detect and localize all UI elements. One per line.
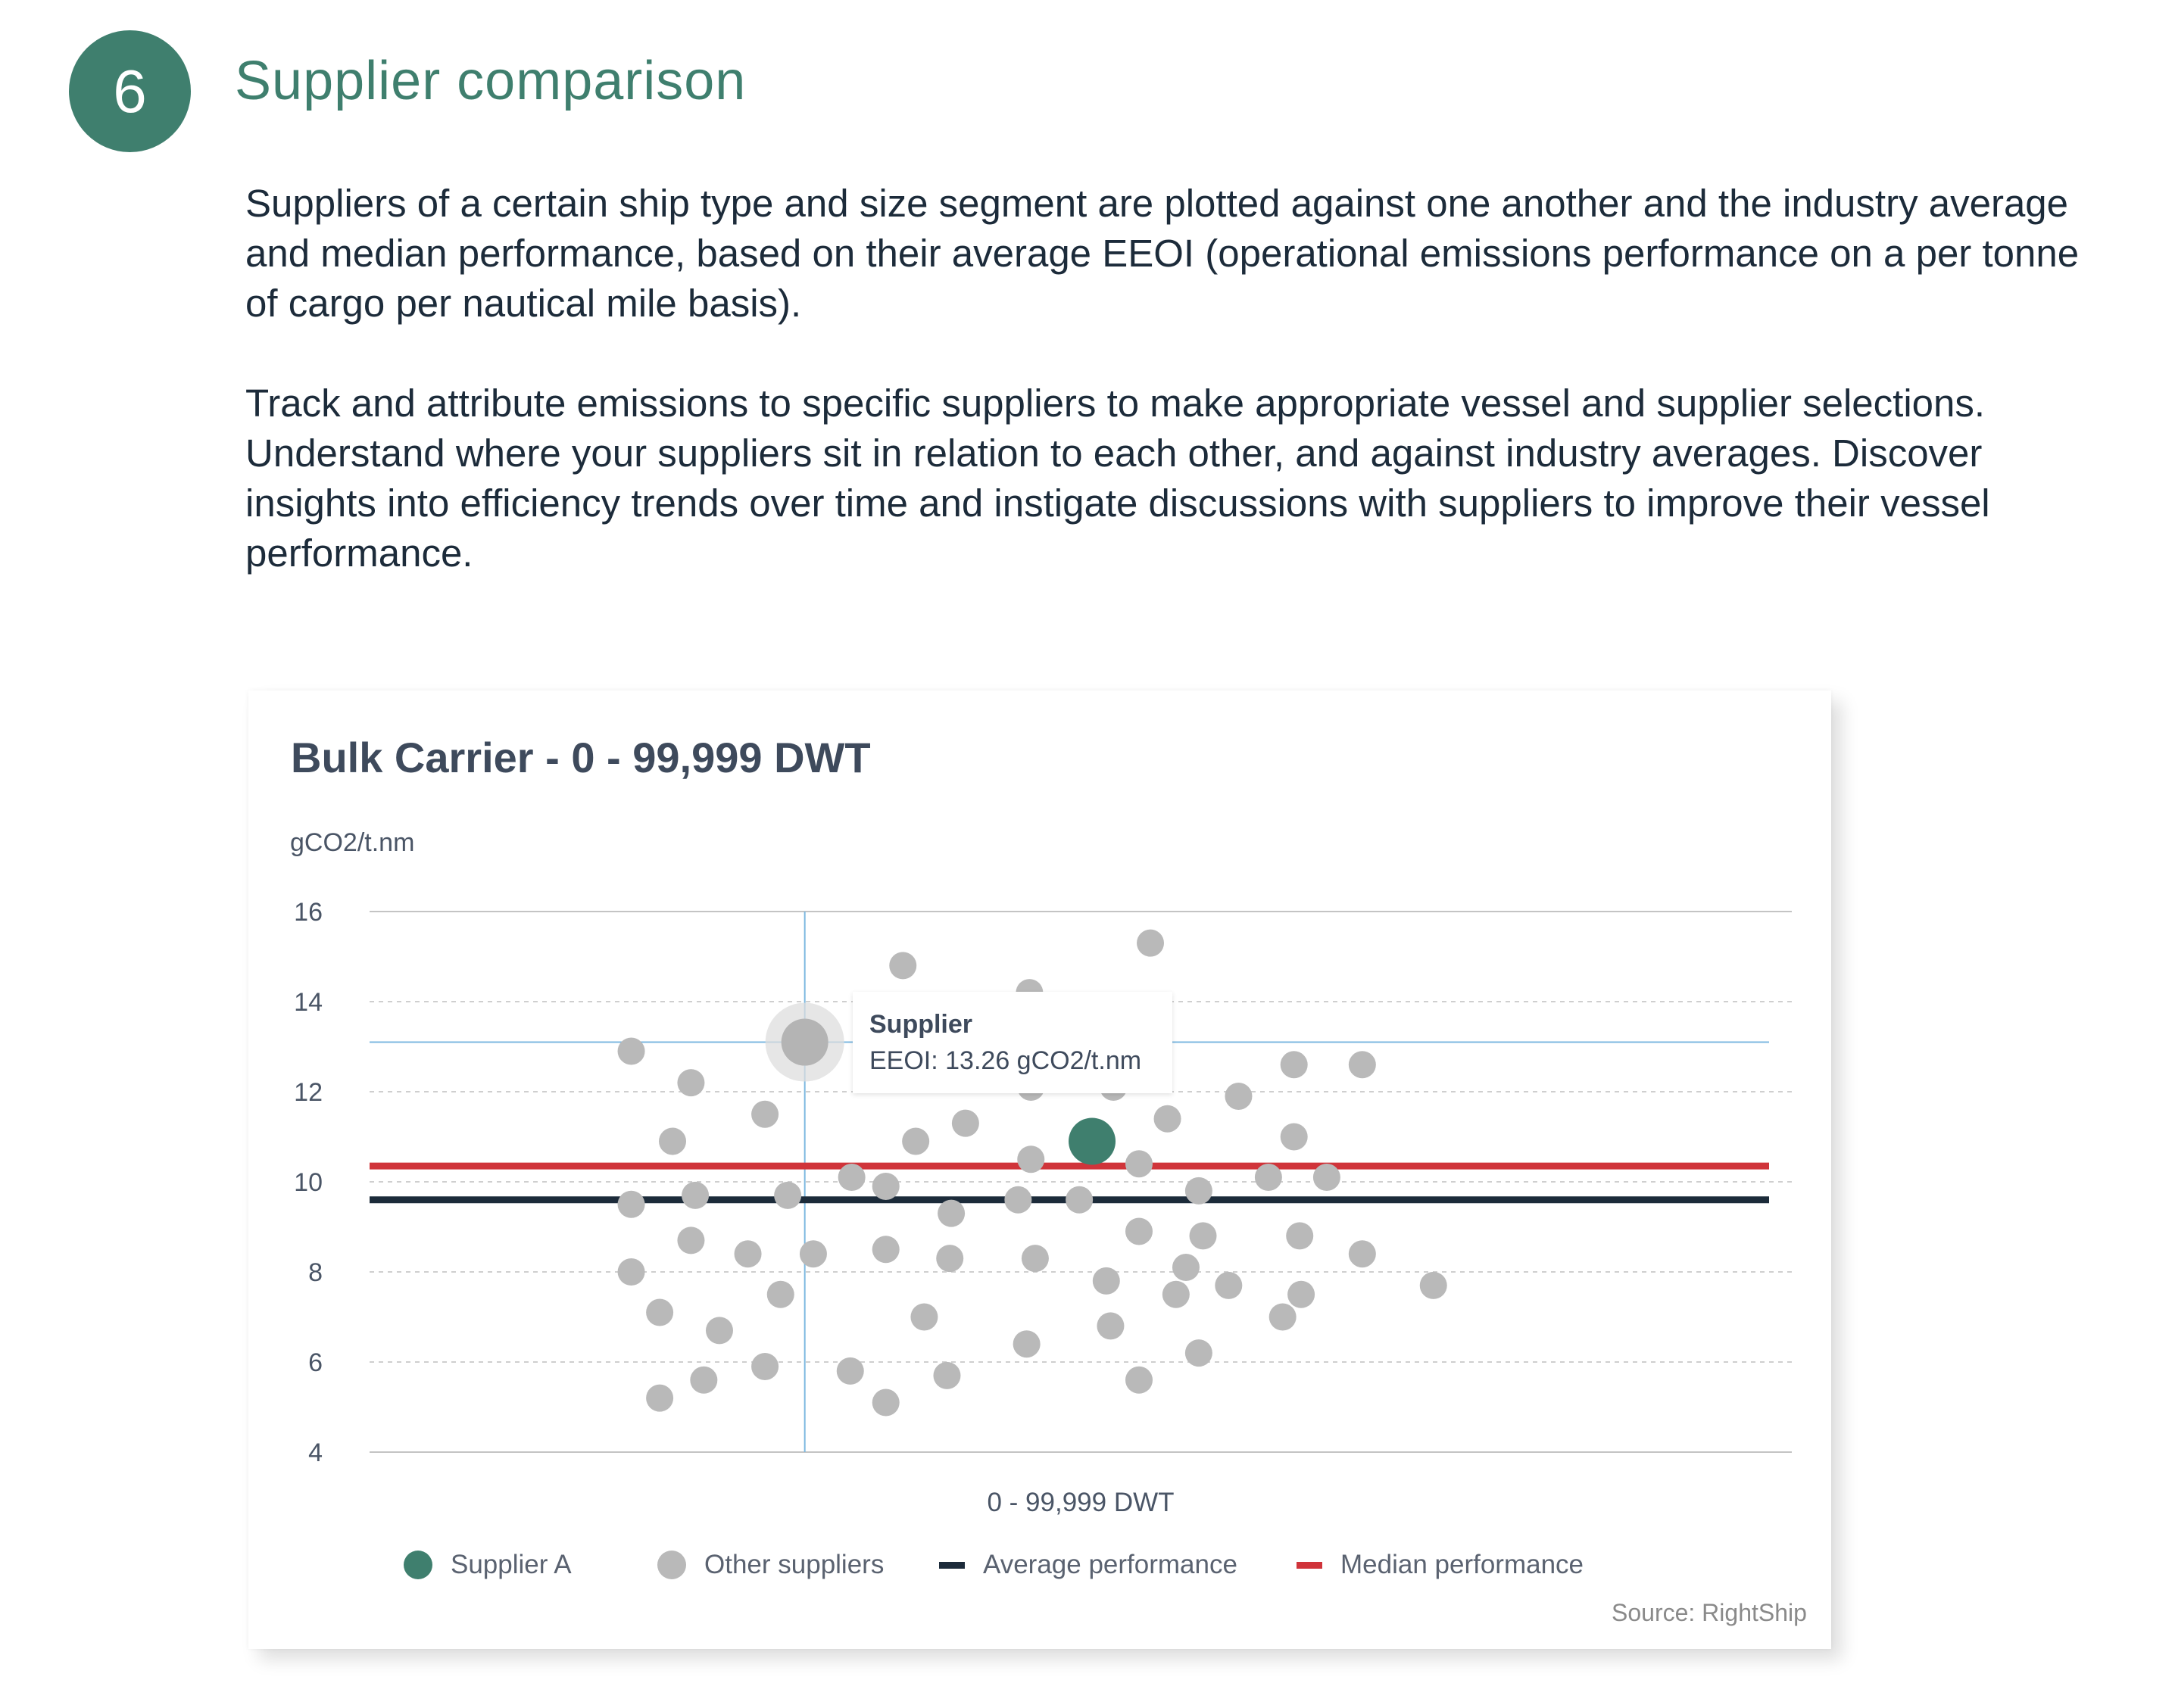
other-supplier-point (1017, 1145, 1045, 1173)
other-supplier-point (836, 1357, 864, 1385)
other-supplier-point (690, 1366, 718, 1394)
other-supplier-point (617, 1258, 645, 1286)
other-supplier-point (872, 1172, 900, 1200)
legend-label: Supplier A (451, 1550, 572, 1579)
other-supplier-point (734, 1240, 762, 1268)
point-tooltip: Supplier EEOI: 13.26 gCO2/t.nm (853, 992, 1172, 1093)
other-supplier-point (1286, 1222, 1314, 1250)
other-supplier-point (1225, 1082, 1253, 1110)
other-supplier-point (1184, 1339, 1212, 1367)
other-supplier-point (938, 1199, 966, 1227)
other-supplier-point (682, 1181, 710, 1209)
other-supplier-point (1097, 1312, 1125, 1340)
other-supplier-point (659, 1127, 687, 1155)
supplier-a-point (1069, 1117, 1116, 1165)
other-supplier-point (1348, 1051, 1376, 1079)
other-supplier-point (1268, 1303, 1297, 1331)
highlighted-supplier-point (781, 1018, 828, 1066)
other-supplier-point (1215, 1271, 1243, 1299)
source-note: Source: RightShip (1612, 1599, 1807, 1626)
median-line-marker-icon (1297, 1561, 1322, 1569)
other-supplier-point (838, 1164, 866, 1192)
other-supplier-point (1066, 1186, 1094, 1214)
other-supplier-point (1172, 1254, 1200, 1282)
other-supplier-point (951, 1109, 979, 1137)
other-supplier-point (1280, 1123, 1308, 1151)
other-supplier-point (799, 1240, 827, 1268)
other-supplier-point (766, 1280, 794, 1308)
other-supplier-point (751, 1352, 779, 1380)
other-supplier-point (1184, 1177, 1212, 1205)
other-supplier-point (1013, 1330, 1041, 1358)
other-supplier-point (705, 1317, 733, 1345)
other-supplier-point (902, 1127, 930, 1155)
other-supplier-point (889, 952, 917, 980)
y-tick-label: 14 (294, 988, 323, 1017)
section-number: 6 (113, 57, 147, 125)
tooltip-value: EEOI: 13.26 gCO2/t.nm (869, 1046, 1142, 1075)
other-supplier-point (1189, 1222, 1217, 1250)
other-supplier-point (617, 1190, 645, 1218)
legend-item-other-suppliers[interactable]: Other suppliers (657, 1547, 884, 1582)
chart-title: Bulk Carrier - 0 - 99,999 DWT (291, 734, 871, 781)
y-tick-label: 6 (308, 1348, 323, 1377)
legend-item-supplier-a[interactable]: Supplier A (404, 1547, 572, 1582)
other-supplier-point (677, 1069, 705, 1097)
other-supplier-point (872, 1236, 900, 1264)
y-tick-label: 10 (294, 1168, 323, 1197)
other-supplier-point (751, 1100, 779, 1128)
legend-label: Median performance (1340, 1550, 1584, 1579)
other-supplier-point (646, 1384, 674, 1412)
other-supplier-point (1125, 1150, 1153, 1178)
y-tick-label: 8 (308, 1258, 323, 1287)
other-supplier-point (1137, 929, 1165, 957)
legend-item-median[interactable]: Median performance (1297, 1547, 1584, 1582)
other-supplier-point (646, 1298, 674, 1326)
x-axis-label: 0 - 99,999 DWT (987, 1488, 1174, 1517)
y-tick-label: 12 (294, 1078, 323, 1107)
other-supplier-point (1125, 1217, 1153, 1245)
other-supplier-point (910, 1303, 938, 1331)
other-supplier-point (774, 1181, 802, 1209)
other-supplier-point (1312, 1164, 1340, 1192)
other-supplier-point (1280, 1051, 1308, 1079)
y-tick-label: 16 (294, 898, 323, 927)
other-supplier-point (1153, 1105, 1181, 1133)
tooltip-title: Supplier (869, 1010, 973, 1039)
other-supplier-point (1287, 1280, 1315, 1308)
average-line-marker-icon (939, 1561, 965, 1569)
detail-paragraph: Track and attribute emissions to specifi… (245, 382, 1990, 575)
legend-label: Average performance (983, 1550, 1237, 1579)
legend-label: Other suppliers (704, 1550, 885, 1579)
other-supplier-point (1125, 1366, 1153, 1394)
chart-card (248, 690, 1831, 1649)
section-number-badge: 6 (69, 30, 191, 152)
other-supplier-point (933, 1361, 961, 1389)
other-supplier-point (1021, 1245, 1049, 1273)
other-supplier-point (1419, 1271, 1447, 1299)
legend-item-average[interactable]: Average performance (939, 1547, 1237, 1582)
y-tick-label: 4 (308, 1438, 323, 1467)
other-supplier-point (1348, 1240, 1376, 1268)
other-supplier-point (1092, 1267, 1120, 1295)
section-title: Supplier comparison (235, 51, 747, 111)
other-suppliers-marker-icon (657, 1551, 686, 1579)
other-supplier-point (1162, 1280, 1190, 1308)
other-supplier-point (872, 1389, 900, 1417)
other-supplier-point (1254, 1164, 1282, 1192)
y-axis-unit-label: gCO2/t.nm (290, 828, 415, 857)
other-supplier-point (1004, 1186, 1032, 1214)
supplier-a-marker-icon (404, 1551, 432, 1579)
other-supplier-point (677, 1226, 705, 1255)
intro-paragraph: Suppliers of a certain ship type and siz… (245, 182, 2080, 325)
other-supplier-point (617, 1037, 645, 1065)
other-supplier-point (936, 1245, 964, 1273)
